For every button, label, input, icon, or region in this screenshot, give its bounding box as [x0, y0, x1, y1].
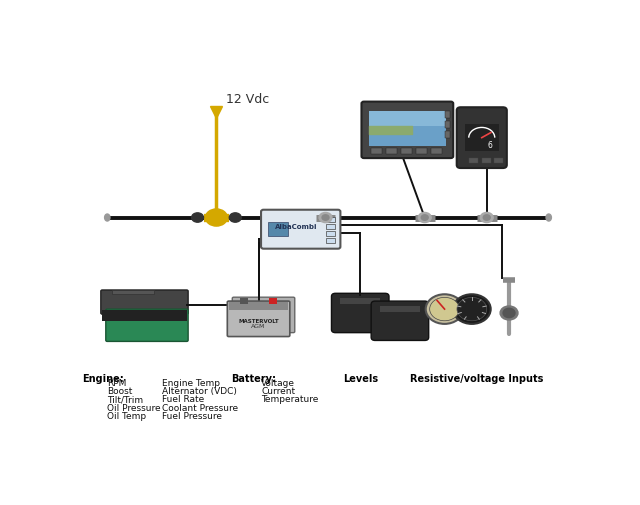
- Text: Alternator (VDC): Alternator (VDC): [162, 386, 237, 395]
- Text: Boost: Boost: [108, 386, 132, 395]
- Text: Coolant Pressure: Coolant Pressure: [162, 403, 238, 412]
- FancyBboxPatch shape: [371, 301, 429, 341]
- FancyBboxPatch shape: [232, 297, 295, 333]
- Bar: [369, 112, 446, 127]
- Bar: [112, 290, 154, 294]
- Text: Current: Current: [261, 386, 295, 395]
- Circle shape: [453, 295, 491, 324]
- Bar: [465, 125, 499, 152]
- Text: 6: 6: [487, 140, 492, 149]
- Bar: [494, 159, 503, 164]
- Text: Engine:: Engine:: [83, 374, 124, 384]
- FancyBboxPatch shape: [261, 210, 340, 249]
- Bar: [102, 311, 187, 322]
- Circle shape: [322, 215, 329, 221]
- Text: Battery:: Battery:: [231, 374, 276, 384]
- Circle shape: [480, 213, 493, 223]
- Text: Fuel Rate: Fuel Rate: [162, 394, 204, 403]
- Circle shape: [426, 295, 463, 324]
- Circle shape: [205, 210, 227, 227]
- Text: Engine Temp: Engine Temp: [162, 378, 220, 387]
- Bar: [371, 149, 382, 155]
- Circle shape: [429, 298, 460, 321]
- Bar: [445, 122, 450, 129]
- FancyBboxPatch shape: [362, 103, 453, 159]
- FancyBboxPatch shape: [457, 108, 507, 169]
- Ellipse shape: [104, 215, 110, 222]
- Text: Oil Temp: Oil Temp: [108, 411, 147, 420]
- Bar: [269, 223, 288, 236]
- Circle shape: [457, 298, 487, 321]
- Circle shape: [421, 215, 428, 221]
- Circle shape: [191, 214, 204, 223]
- Bar: [269, 299, 277, 305]
- FancyBboxPatch shape: [332, 294, 389, 333]
- Text: Temperature: Temperature: [261, 394, 319, 403]
- Bar: [369, 112, 446, 147]
- Text: Oil Pressure: Oil Pressure: [108, 403, 161, 412]
- Text: 12 Vdc: 12 Vdc: [227, 92, 269, 106]
- Text: Voltage: Voltage: [261, 378, 295, 387]
- Bar: [229, 302, 288, 311]
- Bar: [469, 159, 478, 164]
- Bar: [416, 149, 427, 155]
- Text: Resistive/voltage Inputs: Resistive/voltage Inputs: [410, 374, 543, 384]
- FancyBboxPatch shape: [101, 290, 188, 315]
- Bar: [387, 149, 397, 155]
- Bar: [445, 112, 450, 119]
- Circle shape: [319, 213, 332, 223]
- Text: RPM: RPM: [108, 378, 127, 387]
- Bar: [326, 232, 335, 236]
- Text: Tilt/Trim: Tilt/Trim: [108, 394, 143, 403]
- Bar: [326, 239, 335, 243]
- FancyBboxPatch shape: [227, 301, 290, 337]
- Text: AlbaCombi: AlbaCombi: [275, 224, 317, 230]
- Bar: [445, 131, 450, 138]
- Circle shape: [419, 213, 431, 223]
- Circle shape: [483, 215, 490, 221]
- Bar: [401, 149, 412, 155]
- Bar: [340, 299, 380, 305]
- Bar: [482, 159, 491, 164]
- Bar: [431, 149, 442, 155]
- FancyBboxPatch shape: [106, 310, 188, 342]
- Text: AGM: AGM: [252, 324, 266, 329]
- Bar: [326, 218, 335, 222]
- Circle shape: [229, 214, 241, 223]
- Bar: [380, 307, 420, 313]
- Circle shape: [500, 307, 518, 320]
- Bar: [240, 299, 248, 305]
- Text: Fuel Pressure: Fuel Pressure: [162, 411, 222, 420]
- Circle shape: [503, 309, 515, 318]
- Ellipse shape: [546, 215, 552, 222]
- Bar: [326, 225, 335, 229]
- Text: MASTERVOLT: MASTERVOLT: [238, 319, 279, 324]
- Text: Levels: Levels: [342, 374, 378, 384]
